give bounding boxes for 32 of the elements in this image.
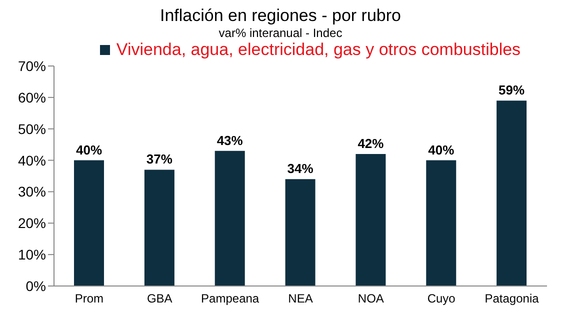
y-tick-label: 50% (18, 120, 46, 137)
data-label: 40% (76, 142, 102, 158)
y-tick-label: 70% (18, 58, 46, 74)
data-label: 43% (216, 132, 244, 148)
bar (426, 160, 456, 286)
data-label: 42% (358, 136, 384, 151)
y-tick-label: 20% (18, 215, 46, 232)
x-tick-label: NEA (288, 292, 313, 306)
y-tick-label: 10% (18, 246, 46, 263)
bar (496, 100, 527, 286)
x-tick-label: Patagonia (484, 292, 540, 306)
bar (214, 150, 245, 286)
x-tick-label: Prom (74, 292, 104, 306)
x-tick-label: Cuyo (427, 292, 456, 306)
chart-title: Inflación en regiones - por rubro (159, 6, 402, 26)
y-tick-label: 60% (18, 89, 46, 106)
data-label: 40% (428, 142, 455, 158)
y-tick-label: 30% (18, 184, 46, 200)
x-tick-label: Pampeana (201, 292, 260, 306)
data-label: 37% (146, 152, 173, 167)
x-tick-label: NOA (358, 292, 384, 306)
data-label: 59% (498, 82, 526, 98)
legend-label: Vivienda, agua, electricidad, gas y otros combustibles (116, 40, 521, 60)
bar (356, 154, 386, 286)
y-tick-label: 40% (18, 152, 46, 168)
bar (285, 179, 316, 286)
y-tick-label: 0% (26, 278, 46, 294)
data-label: 34% (287, 161, 314, 176)
chart-subtitle: var% interanual - Indec (218, 26, 344, 40)
bar (74, 160, 104, 286)
x-tick-label: GBA (146, 292, 172, 306)
bar (144, 170, 174, 286)
